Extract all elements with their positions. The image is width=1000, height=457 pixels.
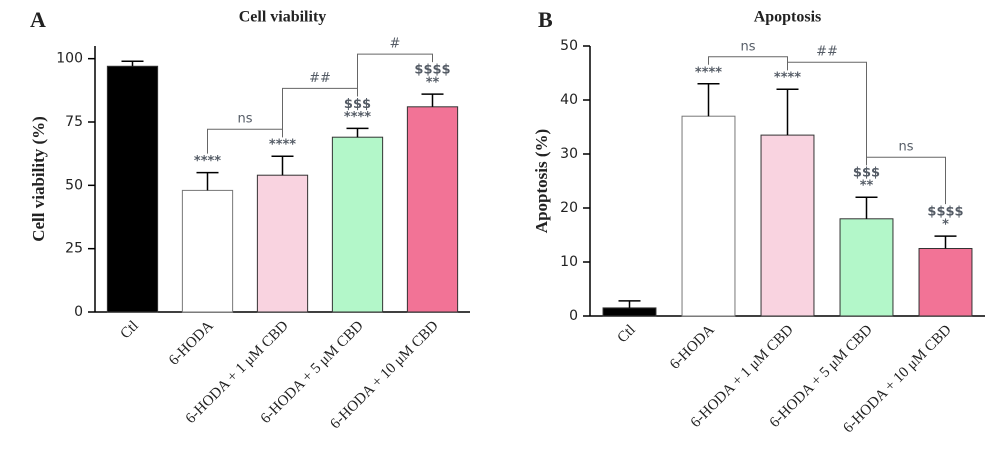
x-tick-label: Ctl [614, 322, 638, 346]
bracket-label: ns [898, 140, 913, 155]
x-tick-label: 6-HODA [166, 318, 217, 369]
significance-label: **** [194, 154, 221, 169]
significance-label: **** [774, 71, 801, 86]
error-bar [618, 300, 641, 308]
bracket-label: ns [740, 39, 755, 54]
bracket-label: ## [309, 71, 331, 86]
significance-label: $$$ [853, 166, 880, 181]
significance-label: **** [695, 65, 722, 80]
significance-label: * [942, 218, 949, 233]
y-tick-label: 40 [560, 92, 578, 108]
x-tick-label: 6-HODA [667, 322, 718, 373]
y-tick-label: 75 [65, 114, 83, 130]
y-axis-label: Cell viability (%) [29, 116, 48, 242]
panel-label: A [30, 7, 46, 32]
significance-label: $$$ [344, 97, 371, 112]
significance-label: **** [344, 110, 371, 125]
panel-label: B [538, 7, 553, 32]
comparison-bracket [787, 61, 867, 166]
x-tick-label: Ctl [117, 318, 141, 342]
bar [406, 106, 459, 313]
bar [602, 307, 657, 317]
significance-label: ** [426, 76, 440, 91]
y-tick-label: 0 [74, 304, 83, 320]
error-bar [271, 155, 294, 176]
y-tick-label: 50 [65, 177, 83, 193]
y-axis-label: Apoptosis (%) [532, 129, 551, 233]
chart-title: Cell viability [239, 9, 327, 26]
y-tick-label: 0 [569, 308, 578, 324]
bracket-label: ns [237, 112, 252, 127]
significance-label: **** [269, 138, 296, 153]
bar [760, 134, 815, 317]
error-bar [421, 93, 444, 107]
y-tick-label: 100 [56, 51, 83, 67]
bar [331, 136, 384, 313]
comparison-bracket [357, 53, 433, 97]
chart-title: Apoptosis [754, 9, 822, 26]
y-tick-label: 10 [560, 254, 578, 270]
bar [681, 115, 736, 317]
error-bar [776, 88, 799, 136]
bar [918, 248, 973, 317]
bar [839, 218, 894, 317]
bar [256, 174, 309, 313]
y-tick-label: 20 [560, 200, 578, 216]
bracket-label: # [390, 37, 401, 52]
y-tick-label: 50 [560, 38, 578, 54]
bar [181, 189, 234, 313]
significance-label: $$$$ [414, 63, 450, 78]
panel: A Cell viability Cell viability (%) 0 25 50 75… [29, 7, 470, 432]
y-tick-label: 30 [560, 146, 578, 162]
y-tick-label: 25 [65, 241, 83, 257]
significance-label: ** [860, 179, 874, 194]
significance-label: $$$$ [927, 205, 963, 220]
error-bar [196, 171, 219, 191]
error-bar [855, 196, 878, 219]
comparison-bracket [866, 156, 946, 205]
error-bar [934, 235, 957, 249]
error-bar [346, 127, 369, 138]
error-bar [121, 60, 144, 67]
error-bar [697, 83, 720, 117]
bar [106, 65, 159, 313]
bracket-label: ## [816, 45, 838, 60]
